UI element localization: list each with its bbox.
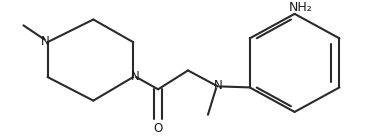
Text: O: O — [154, 122, 163, 135]
Text: N: N — [41, 35, 50, 48]
Text: NH₂: NH₂ — [288, 1, 312, 14]
Text: N: N — [131, 70, 140, 83]
Text: N: N — [214, 79, 222, 92]
